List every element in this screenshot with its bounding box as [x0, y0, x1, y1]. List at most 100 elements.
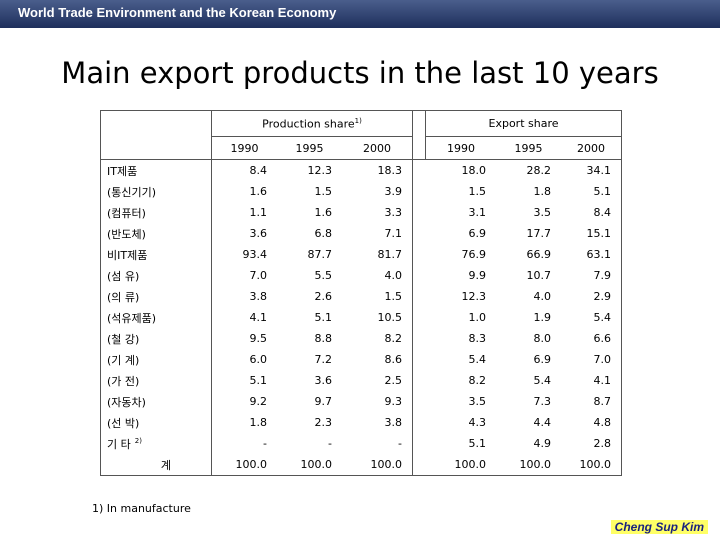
row-label: (철 강) — [101, 328, 212, 349]
row-label: (컴퓨터) — [101, 202, 212, 223]
value-cell: 5.1 — [593, 185, 612, 198]
value-cell: 100.0 — [454, 458, 487, 471]
slide-title: Main export products in the last 10 year… — [61, 56, 659, 90]
gap-cell — [412, 433, 426, 454]
row-label-text: (의 류) — [107, 290, 140, 304]
row-label: 계 — [101, 454, 212, 476]
row-label-text: (섬 유) — [107, 269, 140, 283]
row-label-text: (선 박) — [107, 416, 140, 430]
value-cell: 1.1 — [211, 202, 277, 223]
value-cell: 6.9 — [533, 353, 552, 366]
value-cell: 1.5 — [468, 185, 487, 198]
value-cell: - — [328, 437, 332, 450]
gap-cell — [412, 412, 426, 433]
value-cell: 7.0 — [593, 353, 612, 366]
value-cell: 5.4 — [468, 353, 487, 366]
row-label: IT제품 — [101, 160, 212, 182]
row-label-text: (자동차) — [107, 395, 146, 409]
value-cell: 10.5 — [377, 311, 403, 324]
row-label: (반도체) — [101, 223, 212, 244]
value-cell: 7.9 — [593, 269, 612, 282]
value-cell: 3.9 — [384, 185, 403, 198]
gap-cell — [412, 454, 426, 476]
value-cell: 6.0 — [211, 349, 277, 370]
data-table: Production share1) Export share 1990 1995 20… — [100, 110, 622, 476]
value-cell: 4.1 — [211, 307, 277, 328]
value-cell: 63.1 — [586, 248, 612, 261]
value-cell: 6.6 — [593, 332, 612, 345]
value-cell: 3.6 — [211, 223, 277, 244]
year-header: 2000 — [342, 136, 413, 160]
row-label: 비IT제품 — [101, 244, 212, 265]
table-row: (의 류) 3.8 2.6 1.5 12.3 4.0 2.9 — [101, 286, 622, 307]
value-cell: 6.9 — [468, 227, 487, 240]
production-header: Production share1) — [211, 110, 413, 137]
value-cell: 2.9 — [593, 290, 612, 303]
row-label: (자동차) — [101, 391, 212, 412]
value-cell: 9.3 — [384, 395, 403, 408]
value-cell: 87.7 — [307, 248, 333, 261]
value-cell: 8.8 — [314, 332, 333, 345]
row-label-text: (통신기기) — [107, 185, 157, 199]
table-row: (가 전) 5.1 3.6 2.5 8.2 5.4 4.1 — [101, 370, 622, 391]
value-cell: 6.8 — [314, 227, 333, 240]
gap-cell — [412, 223, 426, 244]
row-label-text: 비IT제품 — [107, 248, 148, 262]
author: Cheng Sup Kim — [610, 520, 708, 534]
table-row: 비IT제품 93.4 87.7 81.7 76.9 66.9 63.1 — [101, 244, 622, 265]
table-row: (선 박) 1.8 2.3 3.8 4.3 4.4 4.8 — [101, 412, 622, 433]
value-cell: 8.6 — [384, 353, 403, 366]
value-cell: 7.1 — [384, 227, 403, 240]
year-header: 2000 — [561, 136, 622, 160]
value-cell: 3.5 — [468, 395, 487, 408]
value-cell: 5.4 — [533, 374, 552, 387]
value-cell: 100.0 — [519, 458, 552, 471]
value-cell: 8.4 — [211, 159, 277, 181]
value-cell: 7.0 — [211, 265, 277, 286]
gap-cell — [412, 202, 426, 223]
production-label: Production share — [262, 117, 355, 131]
value-cell: 7.2 — [314, 353, 333, 366]
row-label: 기 타 2) — [101, 433, 212, 454]
export-header: Export share — [425, 110, 622, 137]
row-label: (선 박) — [101, 412, 212, 433]
row-label-text: 기 타 — [107, 437, 131, 451]
value-cell: 8.7 — [593, 395, 612, 408]
row-label: (의 류) — [101, 286, 212, 307]
value-cell: 1.9 — [533, 311, 552, 324]
value-cell: 3.8 — [211, 286, 277, 307]
value-cell: 9.9 — [468, 269, 487, 282]
value-cell: 5.1 — [468, 437, 487, 450]
table-row: (기 계) 6.0 7.2 8.6 5.4 6.9 7.0 — [101, 349, 622, 370]
gap-cell — [412, 328, 426, 349]
row-label: (섬 유) — [101, 265, 212, 286]
gap-cell — [412, 286, 426, 307]
production-note: 1) — [354, 116, 362, 125]
year-header: 1995 — [496, 136, 561, 160]
value-cell: 4.9 — [533, 437, 552, 450]
value-cell: 1.6 — [211, 181, 277, 202]
table-row: IT제품 8.4 12.3 18.3 18.0 28.2 34.1 — [101, 159, 622, 182]
row-label: (석유제품) — [101, 307, 212, 328]
gap-cell — [412, 244, 426, 265]
value-cell: 3.6 — [314, 374, 333, 387]
row-label-text: (석유제품) — [107, 311, 157, 325]
value-cell: 5.4 — [593, 311, 612, 324]
value-cell: 2.8 — [593, 437, 612, 450]
header-bar: World Trade Environment and the Korean E… — [0, 0, 720, 28]
table-row: (통신기기) 1.6 1.5 3.9 1.5 1.8 5.1 — [101, 181, 622, 202]
value-cell: 4.1 — [593, 374, 612, 387]
value-cell: 18.0 — [461, 164, 487, 177]
table-row: (석유제품) 4.1 5.1 10.5 1.0 1.9 5.4 — [101, 307, 622, 328]
value-cell: - — [211, 433, 277, 454]
value-cell: 1.5 — [314, 185, 333, 198]
value-cell: 34.1 — [586, 164, 612, 177]
gap-cell — [412, 391, 426, 412]
value-cell: 100.0 — [211, 454, 277, 476]
row-label: (통신기기) — [101, 181, 212, 202]
gap-cell — [412, 349, 426, 370]
value-cell: 17.7 — [526, 227, 552, 240]
row-label-text: (반도체) — [107, 227, 146, 241]
value-cell: 4.0 — [533, 290, 552, 303]
